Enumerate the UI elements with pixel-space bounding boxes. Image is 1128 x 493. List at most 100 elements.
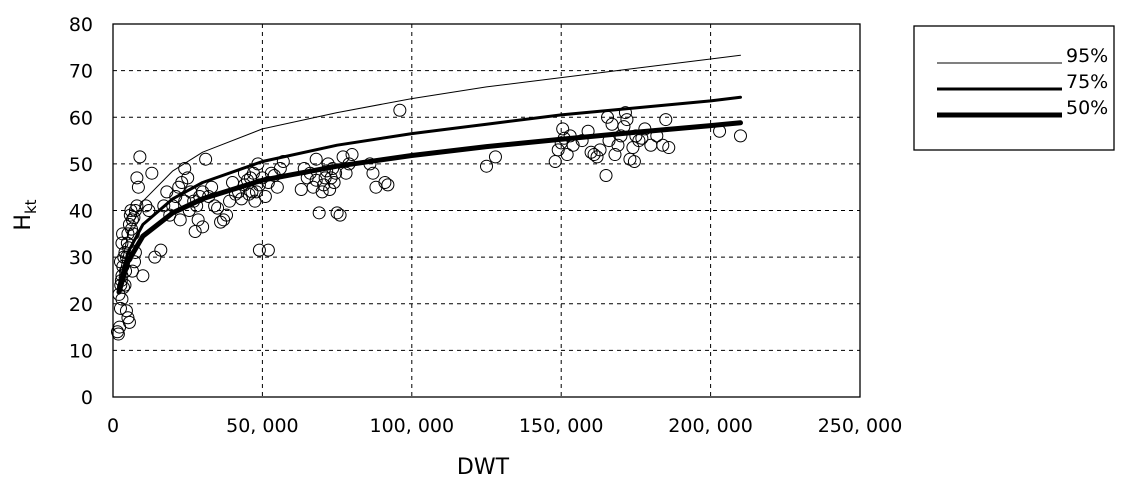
- data-point: [626, 141, 640, 155]
- data-point: [575, 134, 589, 148]
- y-tick-labels: 0 10 20 30 40 50 60 70 80: [69, 14, 93, 409]
- x-tick-label: 100, 000: [369, 415, 454, 437]
- data-point: [312, 206, 326, 220]
- x-tick-label: 50, 000: [226, 415, 299, 437]
- data-point: [160, 185, 174, 199]
- data-point: [130, 199, 144, 213]
- data-point: [205, 180, 219, 194]
- data-point: [611, 138, 625, 152]
- y-tick-label: 20: [69, 294, 93, 316]
- data-point: [551, 143, 565, 157]
- data-point: [556, 122, 570, 136]
- data-point: [208, 199, 222, 213]
- plot-frame: [112, 23, 861, 398]
- data-point: [309, 152, 323, 166]
- data-point: [593, 143, 607, 157]
- y-tick-label: 80: [69, 14, 93, 36]
- data-point: [733, 129, 747, 143]
- x-tick-label: 0: [107, 415, 119, 437]
- data-point: [590, 150, 604, 164]
- data-point: [136, 269, 150, 283]
- grid: [113, 24, 860, 397]
- y-axis-title-main: H: [11, 214, 36, 231]
- y-tick-label: 70: [69, 61, 93, 83]
- data-point: [656, 138, 670, 152]
- scatter-points: [110, 103, 747, 341]
- legend-label: 95%: [1066, 45, 1108, 67]
- data-point: [142, 204, 156, 217]
- curve-95pct: [118, 54, 741, 279]
- data-point: [214, 215, 228, 229]
- x-axis-title: DWT: [457, 455, 510, 480]
- data-point: [632, 134, 646, 148]
- data-point: [191, 213, 205, 227]
- data-point: [196, 220, 210, 234]
- data-point: [393, 103, 407, 117]
- data-point: [131, 180, 145, 194]
- data-point: [220, 208, 234, 222]
- data-point: [125, 213, 139, 227]
- data-point: [248, 194, 262, 208]
- legend: 95% 75% 50%: [913, 25, 1115, 151]
- y-tick-label: 40: [69, 201, 93, 223]
- data-point: [270, 180, 284, 194]
- data-point: [662, 141, 676, 155]
- data-point: [618, 106, 632, 120]
- data-point: [145, 166, 159, 180]
- x-tick-label: 200, 000: [668, 415, 753, 437]
- data-point: [548, 155, 562, 169]
- data-point: [608, 148, 622, 162]
- data-point: [605, 117, 619, 131]
- x-tick-labels: 0 50, 000 100, 000 150, 000 200, 000 250, 000: [107, 415, 902, 437]
- data-point: [261, 243, 275, 257]
- data-point: [113, 301, 127, 315]
- data-point: [157, 199, 171, 213]
- data-point: [336, 150, 350, 164]
- x-tick-label: 150, 000: [519, 415, 604, 437]
- curve-75pct: [117, 95, 742, 287]
- data-point: [366, 166, 380, 180]
- data-point: [154, 243, 168, 257]
- data-point: [121, 227, 135, 241]
- data-point: [627, 155, 641, 169]
- data-point: [309, 173, 323, 187]
- y-tick-label: 50: [69, 154, 93, 176]
- data-point: [211, 201, 225, 215]
- x-tick-label: 250, 000: [818, 415, 903, 437]
- y-tick-label: 60: [69, 107, 93, 129]
- data-point: [333, 208, 347, 222]
- data-point: [599, 169, 613, 183]
- y-tick-label: 30: [69, 247, 93, 269]
- data-point: [122, 315, 136, 329]
- data-point: [115, 236, 129, 250]
- data-point: [130, 171, 144, 185]
- data-point: [133, 150, 147, 164]
- data-point: [181, 171, 195, 185]
- data-point: [369, 180, 383, 194]
- data-point: [315, 185, 329, 199]
- curve-50pct: [116, 120, 743, 295]
- percentile-curves: [116, 54, 743, 295]
- data-point: [178, 162, 192, 176]
- y-axis-title: Hkt: [11, 199, 40, 230]
- legend-label: 50%: [1066, 97, 1108, 119]
- data-point: [294, 183, 308, 197]
- data-point: [119, 304, 133, 318]
- data-point: [644, 138, 658, 152]
- data-point: [381, 178, 395, 192]
- data-point: [480, 159, 493, 173]
- data-point: [199, 152, 213, 166]
- data-point: [330, 206, 344, 220]
- data-point: [560, 148, 574, 162]
- data-point: [378, 176, 392, 190]
- y-tick-label: 10: [69, 340, 93, 362]
- data-point: [252, 243, 266, 257]
- data-point: [273, 162, 287, 176]
- y-axis-title-subscript: kt: [22, 199, 40, 214]
- data-point: [327, 176, 341, 190]
- data-point: [116, 227, 130, 241]
- data-point: [223, 194, 237, 208]
- data-point: [306, 180, 320, 194]
- data-point: [659, 113, 673, 127]
